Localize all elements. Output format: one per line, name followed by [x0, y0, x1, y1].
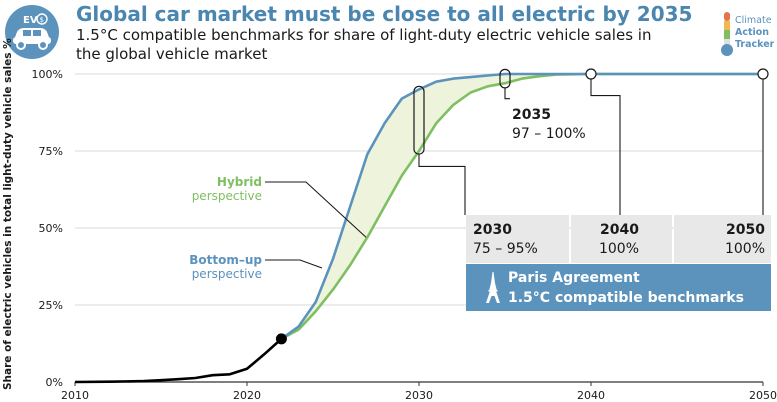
y-tick-label: 0%: [46, 376, 63, 389]
marker-2040: [585, 68, 597, 80]
y-axis-label: Share of electric vehicles in total ligh…: [2, 38, 14, 390]
hybrid-line: [280, 72, 763, 341]
eiffel-tower-icon: [486, 272, 500, 303]
ev-badge-text: EV: [23, 15, 38, 26]
bottom-up-label-line1: Bottom–up: [189, 253, 262, 267]
leader-2035: [504, 87, 510, 100]
benchmark-2035-value: 97 – 100%: [512, 126, 586, 142]
benchmark-2050-year: 2050: [726, 222, 765, 238]
dollar-icon: $: [40, 16, 44, 24]
benchmark-2050-value: 100%: [725, 241, 765, 257]
benchmark-2030-value: 75 – 95%: [473, 241, 538, 257]
logo-line3: Tracker: [735, 39, 774, 50]
x-tick-label: 2020: [233, 389, 261, 402]
y-tick-label: 25%: [39, 299, 63, 312]
y-tick-label: 50%: [39, 222, 63, 235]
y-axis-ticks: 0% 25% 50% 75% 100%: [32, 68, 63, 389]
leader-2040: [590, 79, 621, 215]
leader-2030: [418, 154, 466, 215]
benchmark-2050-box: [674, 215, 771, 263]
bottom-up-label-line2: perspective: [192, 267, 262, 281]
benchmark-markers: [265, 68, 769, 269]
x-tick-label: 2050: [749, 389, 777, 402]
benchmark-2030-box: [466, 215, 569, 263]
series-lines: [74, 72, 763, 384]
ev-car-icon: EV $: [5, 5, 59, 59]
climate-action-tracker-logo: Climate Action Tracker: [721, 12, 774, 56]
benchmark-2030-year: 2030: [473, 222, 512, 238]
chart-title: Global car market must be close to all e…: [76, 2, 693, 26]
x-tick-label: 2010: [61, 389, 89, 402]
benchmark-2040-box: [571, 215, 672, 263]
leader-hybrid: [265, 181, 367, 238]
logo-line1: Climate: [735, 15, 772, 26]
benchmark-2040-value: 100%: [599, 241, 639, 257]
benchmark-band: [281, 74, 763, 339]
benchmark-2035-year: 2035: [512, 107, 551, 123]
x-tick-label: 2040: [577, 389, 605, 402]
paris-agreement-line1: Paris Agreement: [508, 270, 640, 286]
bottom-up-line: [280, 72, 763, 340]
x-axis-ticks: 2010 2020 2030 2040 2050: [61, 382, 777, 402]
paris-agreement-box: [466, 264, 771, 311]
logo-line2: Action: [735, 27, 769, 38]
chart-subtitle: 1.5°C compatible benchmarks for share of…: [76, 26, 652, 63]
marker-2050: [757, 68, 769, 80]
latest-data-point: [275, 333, 287, 345]
hybrid-label-line1: Hybrid: [217, 175, 262, 189]
paris-agreement-line2: 1.5°C compatible benchmarks: [508, 290, 744, 306]
y-tick-label: 100%: [32, 68, 63, 81]
x-tick-label: 2030: [405, 389, 433, 402]
leader-bottom-up: [265, 259, 323, 269]
benchmark-2040-year: 2040: [600, 222, 639, 238]
hybrid-label-line2: perspective: [192, 189, 262, 203]
historical-line: [74, 337, 283, 384]
y-tick-label: 75%: [39, 145, 63, 158]
